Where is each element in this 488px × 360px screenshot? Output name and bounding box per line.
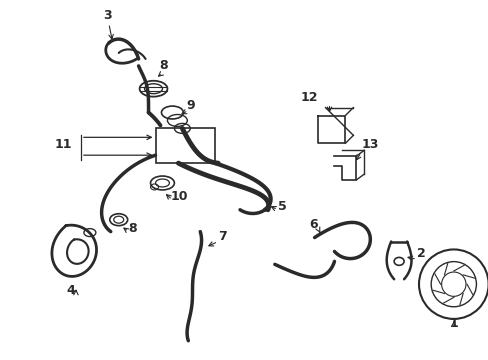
Text: 3: 3 bbox=[103, 9, 112, 22]
Text: 8: 8 bbox=[159, 59, 167, 72]
Text: 4: 4 bbox=[66, 284, 75, 297]
Text: 5: 5 bbox=[277, 200, 286, 213]
Text: 1: 1 bbox=[448, 317, 457, 330]
Text: 12: 12 bbox=[300, 91, 318, 104]
Text: 8: 8 bbox=[128, 222, 137, 235]
Text: 11: 11 bbox=[54, 138, 72, 151]
Text: 2: 2 bbox=[416, 247, 425, 260]
Text: 9: 9 bbox=[185, 99, 194, 112]
Text: 13: 13 bbox=[361, 138, 378, 151]
Bar bbox=[155, 129, 215, 163]
Text: 10: 10 bbox=[170, 190, 187, 203]
Text: 7: 7 bbox=[218, 230, 226, 243]
Text: 6: 6 bbox=[308, 218, 317, 231]
